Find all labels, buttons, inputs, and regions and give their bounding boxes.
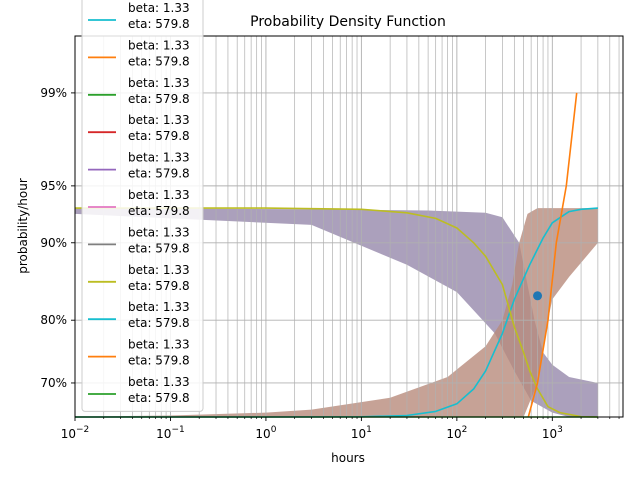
legend-label-eta: eta: 579.8 [128,354,190,368]
legend-label-beta: beta: 1.33 [128,338,190,352]
series-line-3 [527,92,578,418]
legend-label-beta: beta: 1.33 [128,38,190,52]
data-point [533,291,543,301]
y-tick-label: 99% [40,86,67,100]
legend-box [81,0,204,412]
plot-frame [74,35,624,418]
legend-label-eta: eta: 579.8 [128,391,190,405]
legend-label-eta: eta: 579.8 [128,241,190,255]
y-tick-label: 90% [40,236,67,250]
y-tick-label: 95% [40,179,67,193]
bands-layer [75,208,598,417]
legend-label-beta: beta: 1.33 [128,263,190,277]
band-brown [75,208,598,417]
legend-label-eta: eta: 579.8 [128,316,190,330]
legend-label-eta: eta: 579.8 [128,279,190,293]
legend-label-eta: eta: 579.8 [128,129,190,143]
legend-label-beta: beta: 1.33 [128,225,190,239]
legend-label-eta: eta: 579.8 [128,17,190,31]
legend-label-eta: eta: 579.8 [128,167,190,181]
legend-label-beta: beta: 1.33 [128,188,190,202]
legend-label-beta: beta: 1.33 [128,76,190,90]
y-axis-label: probability/hour [16,178,30,274]
legend-label-beta: beta: 1.33 [128,300,190,314]
band-purple [75,208,598,417]
legend-label-beta: beta: 1.33 [128,375,190,389]
y-tick-label: 80% [40,313,67,327]
legend: beta: 1.33 eta: 579.8 beta: 1.33 eta: 579.8… [81,0,204,412]
y-tick-label: 70% [40,376,67,390]
chart-title: Probability Density Function [250,14,446,30]
legend-label-eta: eta: 579.8 [128,204,190,218]
legend-label-beta: beta: 1.33 [128,113,190,127]
legend-label-beta: beta: 1.33 [128,1,190,15]
legend-label-eta: eta: 579.8 [128,54,190,68]
legend-label-eta: eta: 579.8 [128,92,190,106]
x-axis-label: hours [331,451,365,465]
points-layer [533,291,543,301]
legend-label-beta: beta: 1.33 [128,151,190,165]
series-line-2 [75,207,598,418]
